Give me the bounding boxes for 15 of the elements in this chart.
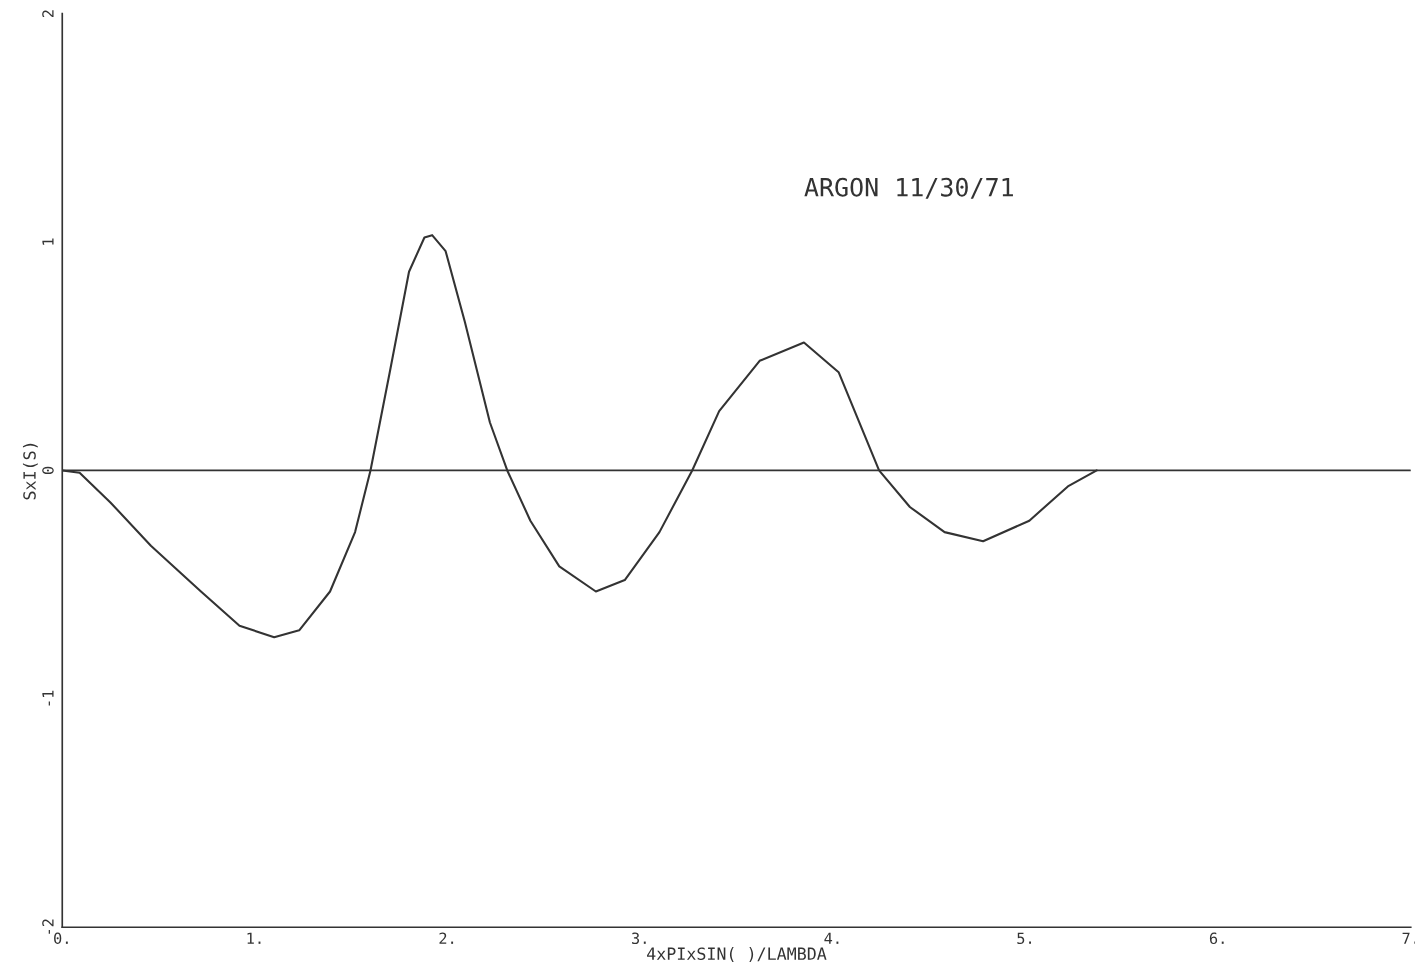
annotation: ARGON 11/30/71 bbox=[804, 177, 1013, 199]
x-tick-label: 3. bbox=[632, 932, 646, 945]
y-tick-label: 1 bbox=[42, 238, 54, 245]
x-tick-label: 1. bbox=[247, 932, 261, 944]
x-axis-title: 4xPIxSIN( )/LAMBDA bbox=[647, 947, 827, 962]
y-tick-label: 0 bbox=[42, 466, 54, 475]
y-axis-title: SxI(S) bbox=[22, 443, 38, 500]
y-tick-label: 2 bbox=[42, 10, 54, 18]
x-tick-label: 2. bbox=[439, 932, 454, 944]
y-tick-label: -1 bbox=[42, 690, 54, 706]
x-tick-label: 5. bbox=[1017, 932, 1031, 945]
x-tick-label: 6. bbox=[1209, 932, 1224, 945]
y-tick-label: -2 bbox=[42, 919, 54, 934]
x-tick-label: 0. bbox=[54, 932, 68, 945]
x-tick-label: 4. bbox=[824, 932, 839, 944]
